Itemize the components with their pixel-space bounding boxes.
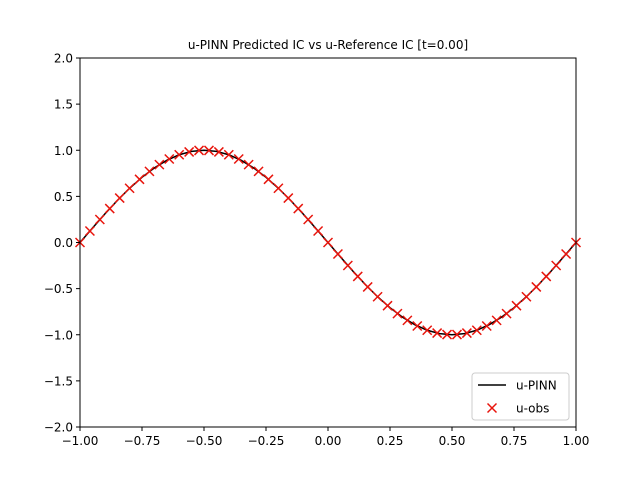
scatter-point-u-obs [372,291,383,302]
scatter-point-u-obs [362,281,373,292]
x-tick-label: 0.75 [501,434,528,448]
scatter-point-u-obs [194,145,205,156]
x-tick-label: 0.50 [439,434,466,448]
legend-x-marker-swatch [486,402,498,414]
y-tick-label: 0.5 [54,190,73,204]
y-tick-label: 1.0 [54,144,73,158]
scatter-point-u-obs [223,149,234,160]
scatter-point-u-obs [293,203,304,214]
scatter-point-u-obs [561,249,572,260]
scatter-point-u-obs [253,166,264,177]
x-axis: −1.00 −0.75 −0.50 −0.25 0.00 0.25 0.50 0.75 1.00 [62,427,590,448]
scatter-point-u-obs [342,260,353,271]
plot-series [74,145,582,340]
y-tick-label: 0.0 [54,236,73,250]
scatter-point-u-obs [432,328,443,339]
x-tick-label: −0.25 [248,434,285,448]
scatter-point-u-obs [322,237,334,248]
scatter-point-u-obs [94,214,105,225]
x-tick-label: 1.00 [563,434,590,448]
scatter-point-u-obs [273,183,284,194]
scatter-point-u-obs [303,214,314,225]
y-tick-label: 1.5 [54,98,73,112]
scatter-point-u-obs [382,300,393,311]
scatter-point-u-obs [531,281,542,292]
legend-label-u-obs: u-obs [516,402,549,416]
scatter-point-u-obs [511,300,522,311]
y-tick-label: −2.0 [44,421,73,435]
scatter-point-u-obs [134,174,145,185]
scatter-point-u-obs [501,308,512,319]
y-tick-label: −1.0 [44,328,73,342]
scatter-point-u-obs [352,271,363,282]
scatter-point-u-obs [481,320,492,332]
scatter-point-u-obs [541,271,552,282]
x-tick-label: −0.75 [124,434,161,448]
x-tick-label: −0.50 [186,434,223,448]
scatter-point-u-obs [104,203,115,214]
scatter-point-u-obs [471,325,482,336]
axes-frame [79,57,577,428]
scatter-point-u-obs [551,260,562,271]
y-axis: −2.0 −1.5 −1.0 −0.5 0.0 0.5 1.0 1.5 2.0 [44,52,80,435]
scatter-point-u-obs [174,149,185,160]
scatter-point-u-obs [243,159,254,170]
scatter-point-u-obs [412,320,423,332]
scatter-point-u-obs [144,166,155,177]
scatter-point-u-obs [114,193,125,204]
scatter-point-u-obs [402,315,413,326]
x-tick-label: 0.00 [315,434,342,448]
scatter-point-u-obs [283,193,294,204]
x-tick-label: 0.25 [377,434,404,448]
scatter-point-u-obs [521,291,532,302]
y-tick-label: −1.5 [44,374,73,388]
scatter-point-u-obs [203,145,214,156]
scatter-point-u-obs [184,146,195,157]
scatter-point-u-obs [213,146,224,157]
y-tick-label: 2.0 [54,52,73,66]
scatter-point-u-obs [461,328,472,339]
scatter-point-u-obs [164,153,175,165]
scatter-point-u-obs [84,225,95,236]
scatter-point-u-obs [313,225,324,236]
scatter-point-u-obs [263,174,274,185]
scatter-point-u-obs [392,308,403,319]
scatter-point-u-obs [154,159,165,170]
scatter-point-u-obs [491,315,502,326]
scatter-point-u-obs [332,249,343,260]
y-tick-label: −0.5 [44,282,73,296]
scatter-point-u-obs [422,325,433,336]
legend: u-PINN u-obs [471,372,570,421]
x-tick-label: −1.00 [62,434,99,448]
chart-title: u-PINN Predicted IC vs u-Reference IC [t… [188,38,468,52]
scatter-point-u-obs [233,153,244,165]
legend-label-u-pinn: u-PINN [516,379,557,393]
scatter-point-u-obs [451,329,462,340]
scatter-point-u-obs [124,183,135,194]
scatter-point-u-obs [442,329,453,340]
